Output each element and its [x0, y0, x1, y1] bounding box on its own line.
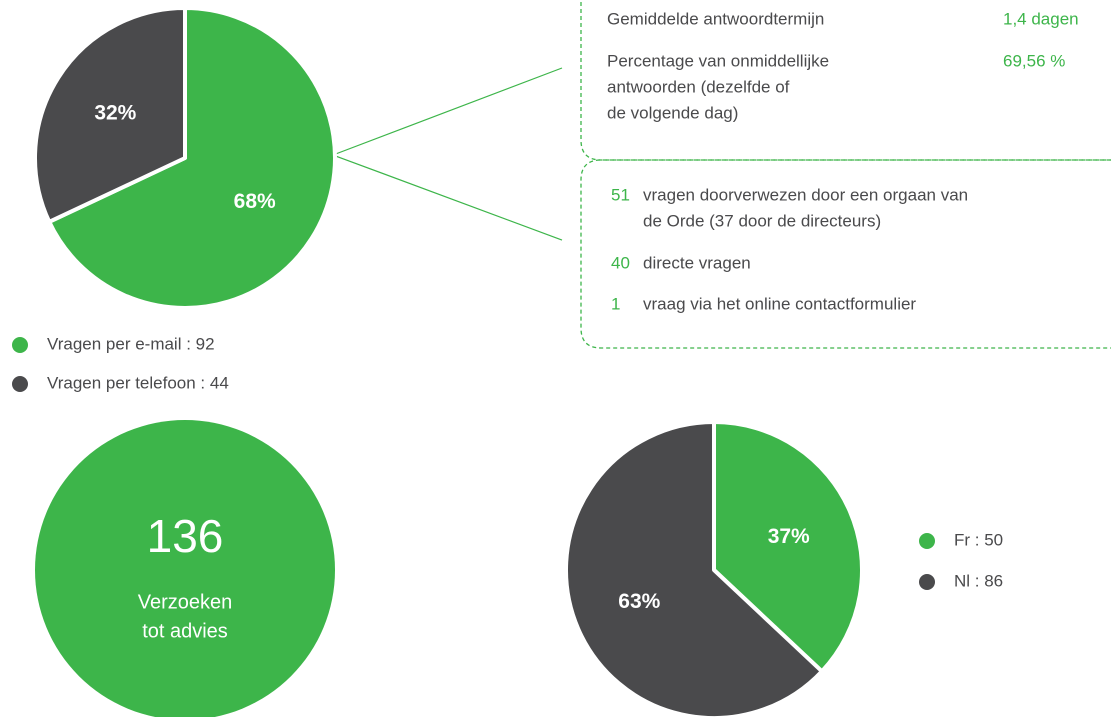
- pie-slice: [712, 420, 864, 674]
- callout-text: Percentage van onmiddellijke: [607, 51, 829, 70]
- legend-label: Fr : 50: [954, 530, 1003, 549]
- slice-label: 32%: [94, 101, 136, 124]
- callout-text: de volgende dag): [607, 103, 738, 122]
- connector: [332, 154, 563, 241]
- legend-label: Vragen per e-mail : 92: [47, 334, 215, 353]
- callout-box: [580, 0, 1111, 161]
- callout-count: 1: [611, 294, 620, 313]
- slice-label: 63%: [618, 590, 660, 613]
- slice-label: 68%: [234, 190, 276, 213]
- callout-text: antwoorden (dezelfde of: [607, 77, 790, 96]
- legend-label: Nl : 86: [954, 571, 1003, 590]
- legend-swatch: [12, 376, 28, 392]
- callout-count: 51: [611, 185, 630, 204]
- callout-text: vraag via het online contactformulier: [643, 294, 916, 313]
- legend-label: Vragen per telefoon : 44: [47, 373, 229, 392]
- total-number: 136: [147, 510, 224, 562]
- total-circle: [35, 420, 335, 717]
- total-label: Verzoeken: [138, 591, 233, 613]
- callout-value: 69,56 %: [1003, 51, 1065, 70]
- pie-slice: [33, 6, 187, 224]
- pie-slice: [47, 6, 337, 310]
- callout-count: 40: [611, 253, 630, 272]
- callout-text: directe vragen: [643, 253, 751, 272]
- callout-value: 1,4 dagen: [1003, 9, 1079, 28]
- slice-label: 37%: [768, 525, 810, 548]
- pie-slice: [564, 420, 824, 717]
- connector: [332, 67, 563, 156]
- callout-text: de Orde (37 door de directeurs): [643, 211, 881, 230]
- legend-swatch: [12, 337, 28, 353]
- callout-text: vragen doorverwezen door een orgaan van: [643, 185, 968, 204]
- callout-box: [580, 159, 1111, 349]
- callout-text: Gemiddelde antwoordtermijn: [607, 9, 824, 28]
- legend-swatch: [919, 533, 935, 549]
- total-label: tot advies: [142, 620, 228, 642]
- legend-swatch: [919, 574, 935, 590]
